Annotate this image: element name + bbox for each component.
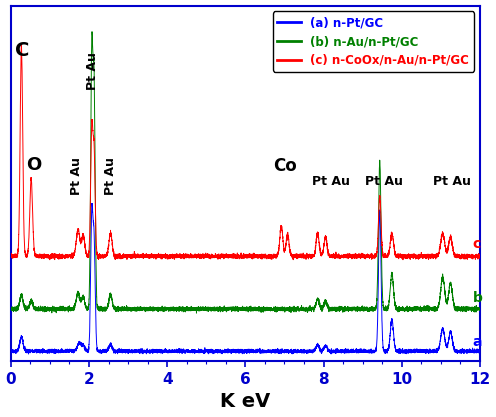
- Text: Co: Co: [273, 157, 297, 176]
- Text: Pt Au: Pt Au: [86, 53, 99, 90]
- Legend: (a) n-Pt/GC, (b) n-Au/n-Pt/GC, (c) n-CoOx/n-Au/n-Pt/GC: (a) n-Pt/GC, (b) n-Au/n-Pt/GC, (c) n-CoO…: [272, 11, 474, 72]
- Text: O: O: [26, 156, 41, 174]
- X-axis label: K eV: K eV: [220, 392, 270, 412]
- Text: c: c: [473, 237, 481, 251]
- Text: Pt Au: Pt Au: [312, 176, 350, 188]
- Text: a: a: [473, 334, 482, 349]
- Text: Pt Au: Pt Au: [433, 176, 471, 188]
- Text: b: b: [473, 291, 483, 305]
- Text: Pt Au: Pt Au: [365, 176, 402, 188]
- Text: Pt Au: Pt Au: [70, 157, 83, 195]
- Text: Pt Au: Pt Au: [104, 157, 117, 195]
- Text: C: C: [15, 41, 29, 60]
